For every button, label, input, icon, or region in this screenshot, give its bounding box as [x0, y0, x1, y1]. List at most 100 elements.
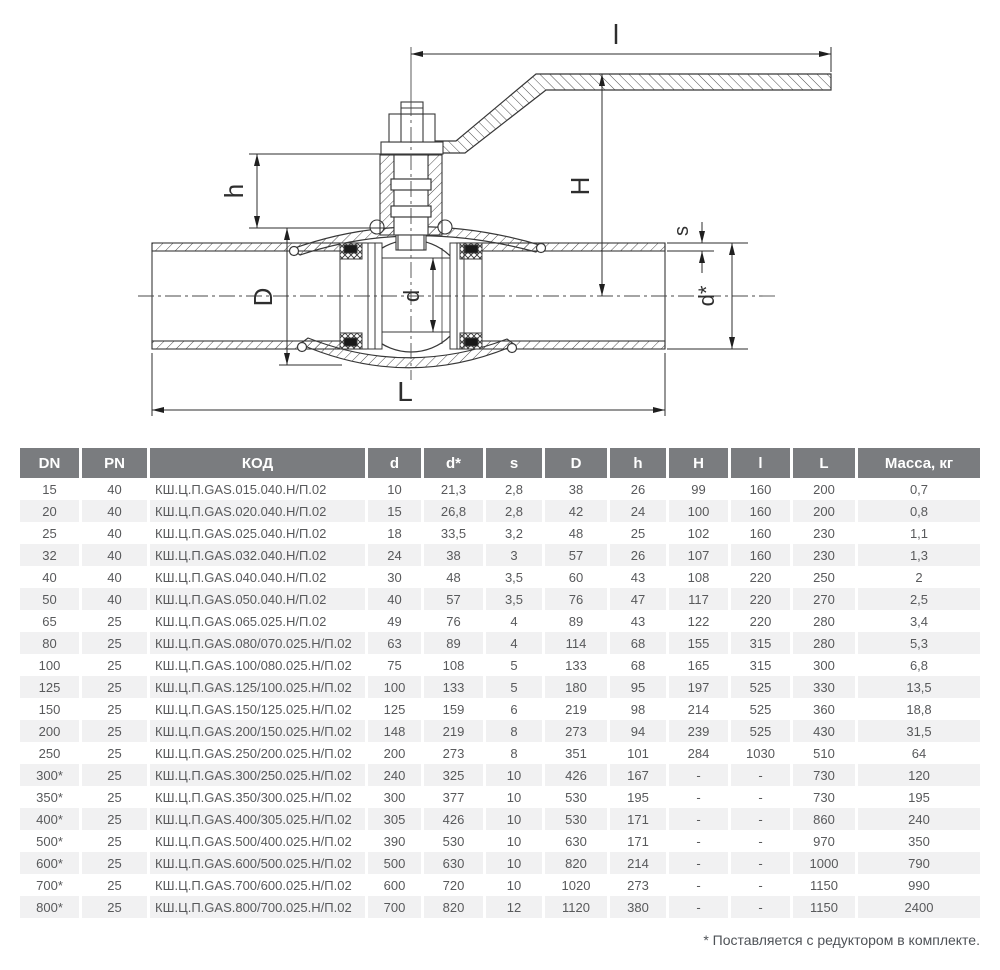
column-header: s	[483, 448, 542, 478]
table-cell: 214	[607, 852, 666, 874]
table-cell: 40	[79, 500, 147, 522]
table-cell: 25	[79, 720, 147, 742]
table-cell: -	[666, 874, 728, 896]
table-row: 600* 25 КШ.Ц.П.GAS.600/500.025.Н/П.02 500 63…	[20, 852, 980, 874]
table-cell: 122	[666, 610, 728, 632]
table-cell: 10	[365, 478, 421, 500]
table-cell: 200	[20, 720, 79, 742]
table-cell: -	[728, 852, 790, 874]
table-cell: -	[728, 896, 790, 918]
table-cell: 60	[542, 566, 607, 588]
table-cell: 2	[855, 566, 980, 588]
table-cell: 108	[666, 566, 728, 588]
table-cell: 63	[365, 632, 421, 654]
column-header: L	[790, 448, 855, 478]
table-cell: 3,4	[855, 610, 980, 632]
table-cell: 89	[542, 610, 607, 632]
table-cell: 68	[607, 632, 666, 654]
table-cell: 239	[666, 720, 728, 742]
table-cell: 167	[607, 764, 666, 786]
table-cell: 64	[855, 742, 980, 764]
table-cell: 10	[483, 786, 542, 808]
table-cell: -	[728, 830, 790, 852]
table-cell: -	[728, 808, 790, 830]
table-cell: -	[666, 830, 728, 852]
table-cell: 970	[790, 830, 855, 852]
table-cell: 330	[790, 676, 855, 698]
table-cell: 25	[79, 830, 147, 852]
table-cell: 159	[421, 698, 483, 720]
table-cell: 18,8	[855, 698, 980, 720]
table-cell: 10	[483, 852, 542, 874]
table-row: 65 25 КШ.Ц.П.GAS.065.025.Н/П.02 49 76 4 89 43 12…	[20, 610, 980, 632]
table-cell: КШ.Ц.П.GAS.400/305.025.Н/П.02	[147, 808, 365, 830]
table-cell: 200	[365, 742, 421, 764]
table-cell: 89	[421, 632, 483, 654]
table-cell: 150	[38, 701, 61, 717]
table-cell: 75	[365, 654, 421, 676]
table-cell: 305	[365, 808, 421, 830]
table-cell: 10	[483, 830, 542, 852]
table-row: 500* 25 КШ.Ц.П.GAS.500/400.025.Н/П.02 390 53…	[20, 830, 980, 852]
table-cell: 390	[365, 830, 421, 852]
table-cell: 114	[542, 632, 607, 654]
table-cell: 0,8	[855, 500, 980, 522]
table-cell: 5,3	[855, 632, 980, 654]
table-cell: 250	[38, 745, 61, 761]
table-row: 32 40 КШ.Ц.П.GAS.032.040.Н/П.02 24 38 3 57 26 10…	[20, 544, 980, 566]
table-cell: -	[728, 874, 790, 896]
table-cell: 195	[855, 786, 980, 808]
table-cell: 57	[542, 544, 607, 566]
table-cell: 99	[666, 478, 728, 500]
table-cell: КШ.Ц.П.GAS.500/400.025.Н/П.02	[147, 830, 365, 852]
table-cell: 100	[38, 657, 61, 673]
table-cell: 0,7	[855, 478, 980, 500]
table-cell: 26,8	[421, 500, 483, 522]
table-cell: 38	[542, 478, 607, 500]
table-cell: 720	[421, 874, 483, 896]
table-cell: 47	[607, 588, 666, 610]
column-header: d*	[421, 448, 483, 478]
table-cell: 43	[607, 610, 666, 632]
table-cell: 25	[79, 808, 147, 830]
table-cell: 1020	[542, 874, 607, 896]
table-cell: 20	[20, 500, 79, 522]
table-cell: 240	[855, 808, 980, 830]
table-cell: 4	[483, 632, 542, 654]
table-cell: 18	[365, 522, 421, 544]
table-cell: 40	[79, 588, 147, 610]
dim-label-h: h	[219, 184, 249, 198]
column-header: PN	[79, 448, 147, 478]
table-cell: 200	[790, 500, 855, 522]
table-cell: КШ.Ц.П.GAS.200/150.025.Н/П.02	[147, 720, 365, 742]
table-cell: 25	[79, 874, 147, 896]
table-cell: 40	[79, 478, 147, 500]
column-header: DN	[20, 448, 79, 478]
table-cell: КШ.Ц.П.GAS.050.040.Н/П.02	[147, 588, 365, 610]
table-cell: 500*	[36, 833, 63, 849]
table-cell: 525	[728, 676, 790, 698]
table-body: 15 40 КШ.Ц.П.GAS.015.040.Н/П.02 10 21,3 2,8 38…	[20, 478, 980, 918]
table-cell: 377	[421, 786, 483, 808]
table-cell: 300*	[20, 764, 79, 786]
table-cell: 50	[20, 588, 79, 610]
table-cell: 40	[79, 566, 147, 588]
table-cell: 273	[421, 742, 483, 764]
table-cell: 24	[607, 500, 666, 522]
table-row: 50 40 КШ.Ц.П.GAS.050.040.Н/П.02 40 57 3,5 76 47…	[20, 588, 980, 610]
table-cell: 49	[365, 610, 421, 632]
table-cell: 219	[542, 698, 607, 720]
table-cell: 630	[421, 852, 483, 874]
table-cell: 5	[483, 676, 542, 698]
dimension-arrows	[152, 51, 831, 413]
table-cell: 57	[421, 588, 483, 610]
table-cell: 230	[790, 522, 855, 544]
table-cell: 25	[79, 742, 147, 764]
table-cell: 42	[542, 500, 607, 522]
column-header: Масса, кг	[855, 448, 980, 478]
column-header: H	[666, 448, 728, 478]
table-row: 125 25 КШ.Ц.П.GAS.125/100.025.Н/П.02 100 133…	[20, 676, 980, 698]
table-row: 350* 25 КШ.Ц.П.GAS.350/300.025.Н/П.02 300 37…	[20, 786, 980, 808]
table-cell: 530	[542, 808, 607, 830]
